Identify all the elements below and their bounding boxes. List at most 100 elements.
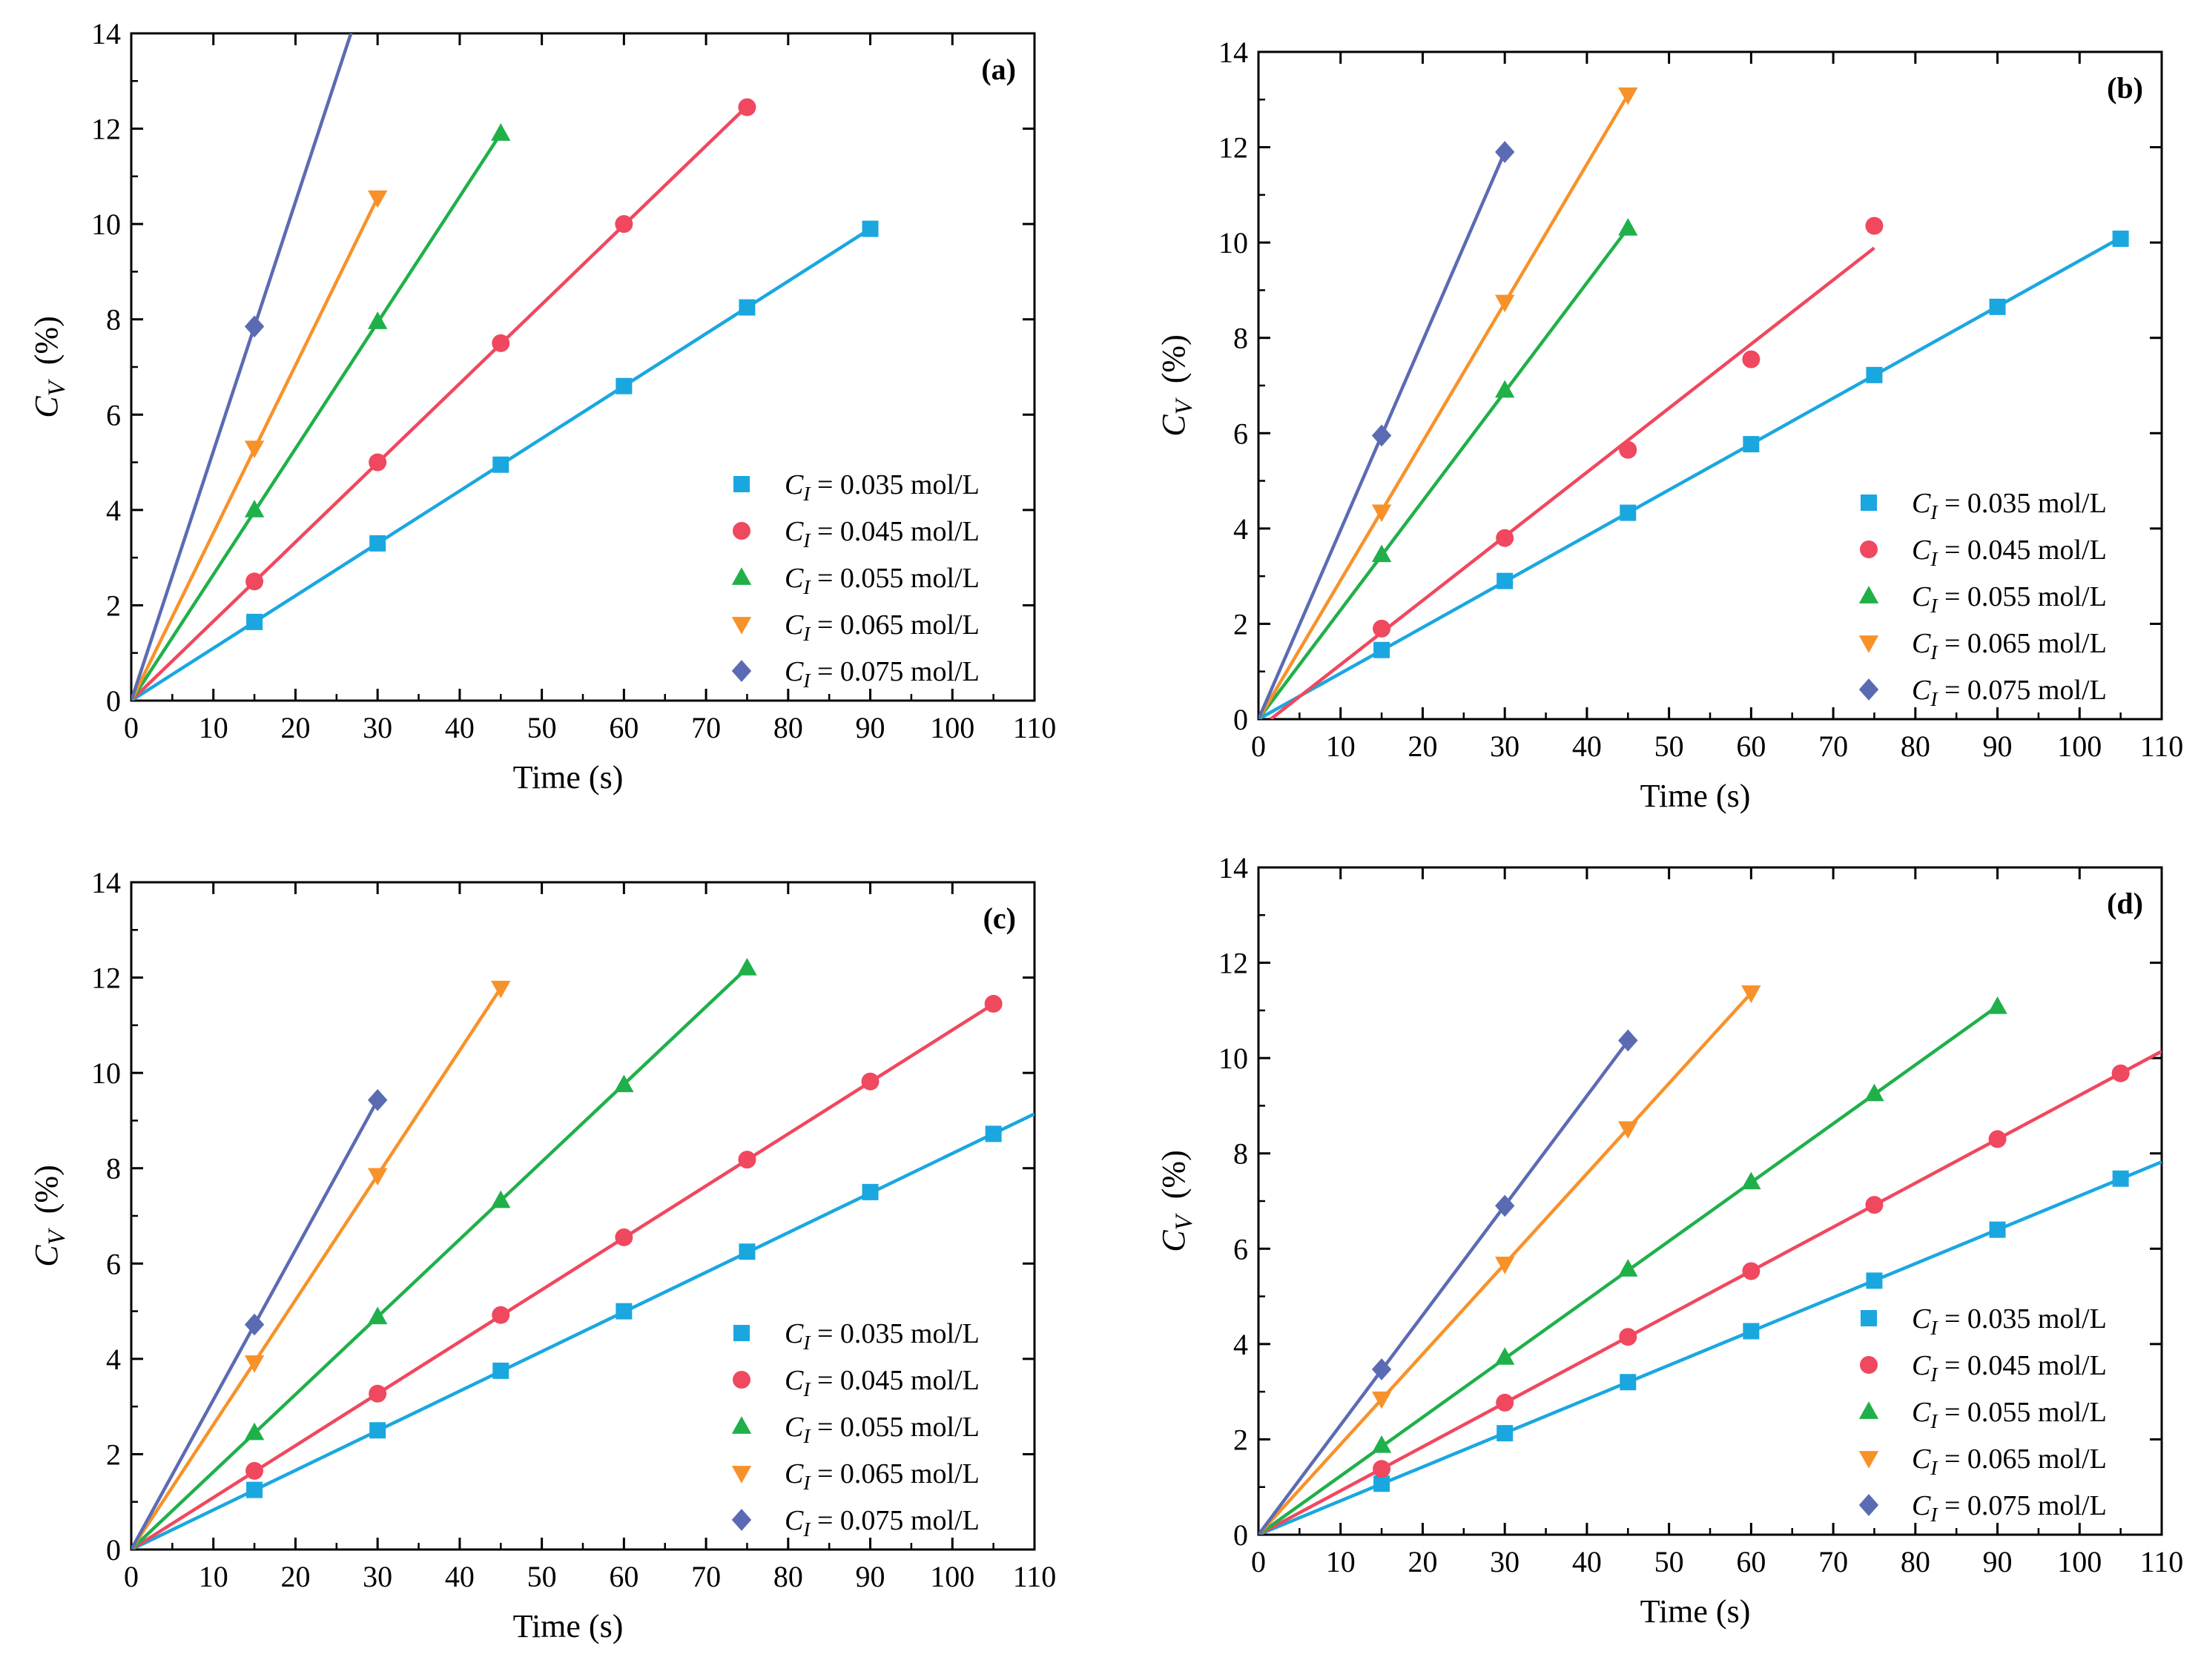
data-point [1494,294,1515,313]
y-tick-label: 14 [1218,851,1248,884]
plot-frame [1257,866,2163,1536]
y-tick-label: 0 [1233,703,1248,736]
y-tick-label: 0 [106,684,121,718]
data-point [1371,1435,1392,1453]
legend-label: CI = 0.045 mol/L [785,1365,980,1400]
legend-marker [1858,635,1879,653]
data-point [369,1422,386,1439]
data-point [739,299,756,316]
data-point [1371,1391,1392,1409]
data-point [1497,572,1514,589]
data-point [739,1243,756,1260]
data-point [1371,504,1392,523]
data-point [244,1355,265,1373]
x-tick-label: 10 [1326,730,1356,763]
legend-marker [1858,586,1879,603]
fit-line-3 [131,966,748,1550]
x-tick-label: 80 [1901,1545,1930,1578]
legend-marker [731,1416,752,1434]
data-point [1865,216,1884,235]
legend-marker [731,660,752,682]
data-point [1866,366,1883,383]
x-tick-label: 100 [930,1560,974,1593]
x-tick-label: 110 [1013,1560,1057,1593]
data-point [1618,218,1638,236]
x-tick-label: 60 [1736,1545,1766,1578]
legend-label: CI = 0.075 mol/L [1912,1490,2107,1526]
x-axis-label: Time (s) [513,1608,624,1644]
chart-panel-d: 0 10 20 30 40 50 60 70 80 90 100 110 0 2 4 6 8 10 12 14 Time… [1155,851,2183,1630]
fit-line-2 [1258,1050,2162,1535]
y-tick-label: 14 [91,17,121,50]
data-point [245,572,264,591]
data-point [1866,1272,1883,1289]
legend-label: CI = 0.035 mol/L [785,469,980,505]
data-point [246,1481,263,1498]
y-tick-label: 2 [106,1438,121,1471]
data-point [1988,1130,2007,1148]
data-point [1371,424,1392,447]
y-tick-label: 14 [1218,36,1248,69]
y-axis-label: CV (%) [1155,1150,1198,1252]
data-point [1373,1460,1391,1478]
y-tick-label: 6 [106,1247,121,1280]
data-point [1741,1171,1761,1190]
y-axis-label: CV (%) [28,1165,70,1267]
data-point [615,215,633,234]
data-point [491,1190,511,1208]
legend-marker [731,617,752,635]
legend-label: CI = 0.065 mol/L [1912,628,2107,664]
data-point [1494,1347,1515,1365]
x-tick-label: 90 [1983,730,2013,763]
legend-label: CI = 0.055 mol/L [1912,581,2107,617]
data-point [244,1422,265,1441]
legend-marker [1858,678,1879,701]
legend-marker [1858,1451,1879,1469]
x-tick-label: 50 [527,1560,557,1593]
fit-line-1 [1258,236,2122,719]
data-point [1371,1358,1392,1380]
x-tick-label: 0 [124,1560,139,1593]
x-tick-label: 110 [2140,730,2184,763]
x-tick-label: 60 [609,711,638,744]
data-point [369,1384,387,1403]
legend-marker [1860,1356,1878,1374]
data-point [2111,1064,2130,1082]
data-point [1618,1121,1638,1140]
legend-label: CI = 0.055 mol/L [1912,1397,2107,1432]
legend-marker [1858,1494,1879,1516]
x-tick-label: 20 [1408,1545,1437,1578]
data-point [367,311,388,329]
data-point [492,456,509,473]
y-tick-label: 10 [1218,1042,1248,1075]
data-point [1494,141,1515,163]
x-tick-label: 110 [2140,1545,2184,1578]
data-point [367,1088,388,1111]
x-tick-label: 10 [199,1560,228,1593]
y-tick-label: 6 [1233,417,1248,450]
x-tick-label: 20 [280,1560,310,1593]
x-tick-label: 100 [2057,730,2102,763]
data-point [367,1168,388,1186]
data-point [1741,985,1761,1003]
data-point [492,1362,509,1379]
panel-label: (c) [983,902,1016,935]
x-tick-label: 40 [445,1560,475,1593]
x-tick-label: 0 [124,711,139,744]
data-point [1989,298,2006,315]
x-tick-label: 70 [1818,1545,1848,1578]
data-point [1494,1194,1515,1217]
legend-marker [733,1325,750,1341]
data-point [1987,996,2007,1014]
data-point [369,535,386,552]
data-point [1619,440,1637,459]
data-point [367,190,388,208]
x-tick-label: 0 [1251,1545,1266,1578]
y-tick-label: 0 [1233,1518,1248,1552]
panel-label: (a) [981,53,1016,86]
legend-marker [1861,1310,1877,1326]
y-tick-label: 4 [106,494,121,527]
data-point [244,315,265,338]
chart-panel-a: 0 10 20 30 40 50 60 70 80 90 100 110 0 2 4 6 8 10 12 14 Time… [28,17,1056,796]
fit-line-2 [131,1002,994,1550]
